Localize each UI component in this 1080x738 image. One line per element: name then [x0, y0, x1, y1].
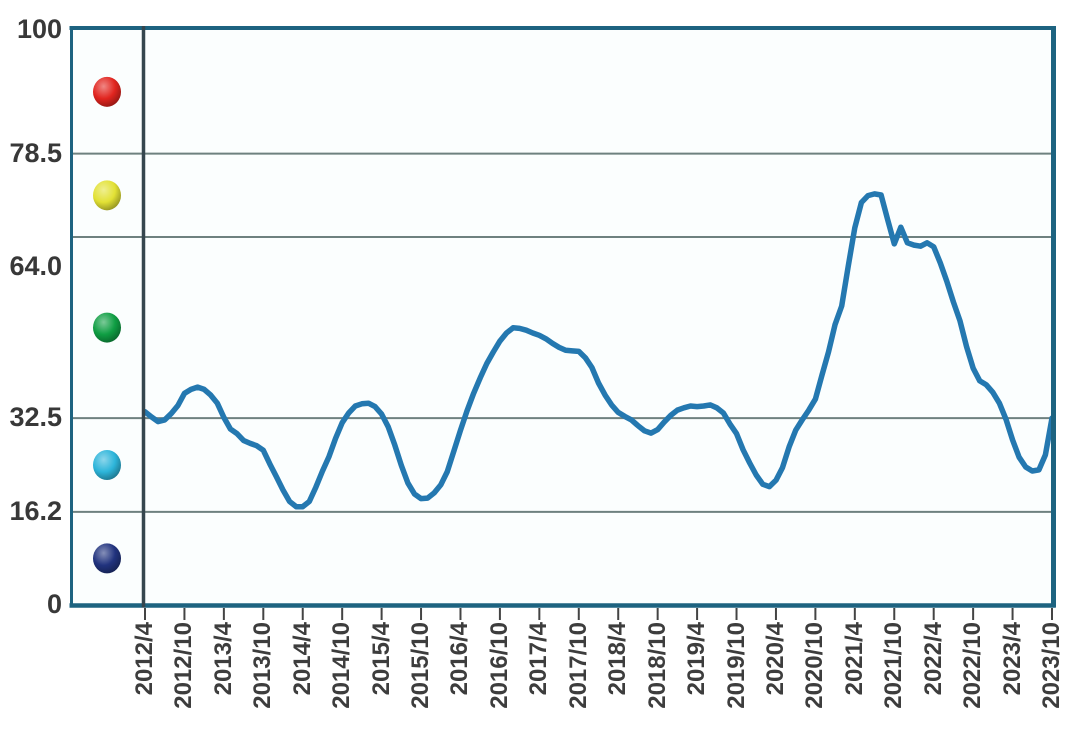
- zone-yellow-ball: [93, 180, 121, 211]
- y-tick-label: 78.5: [9, 137, 62, 168]
- x-tick-label: 2018/10: [643, 622, 671, 709]
- data-series-line: [142, 191, 1055, 510]
- zone-indicator-balls: [93, 76, 121, 574]
- x-tick-label: 2017/4: [525, 622, 553, 696]
- y-tick-label: 16.2: [9, 495, 62, 526]
- y-tick-label: 64.0: [9, 250, 62, 281]
- x-tick-label: 2023/10: [1038, 622, 1065, 709]
- zone-blue-ball: [93, 543, 121, 574]
- x-tick-label: 2013/10: [249, 622, 277, 709]
- x-tick-label: 2023/4: [998, 622, 1026, 696]
- zone-red-ball: [93, 76, 121, 107]
- x-tick-label: 2022/4: [919, 622, 947, 696]
- series-index-line: [142, 191, 1055, 510]
- x-tick-label: 2018/4: [604, 622, 632, 696]
- chart-frame: [69, 26, 1056, 608]
- x-axis-ticks: [144, 608, 1053, 620]
- x-tick-label: 2022/10: [959, 622, 987, 709]
- x-tick-label: 2021/10: [880, 622, 908, 709]
- y-tick-label: 32.5: [9, 402, 62, 433]
- x-tick-label: 2020/10: [801, 622, 829, 709]
- x-tick-label: 2014/10: [328, 622, 356, 709]
- x-tick-label: 2013/4: [209, 622, 237, 696]
- zone-cyan-ball: [93, 449, 121, 480]
- x-tick-label: 2017/10: [564, 622, 592, 709]
- x-tick-label: 2016/4: [446, 622, 474, 696]
- x-tick-label: 2014/4: [288, 622, 316, 696]
- x-tick-label: 2016/10: [485, 622, 513, 709]
- y-tick-label: 0: [46, 588, 62, 619]
- x-tick-label: 2021/4: [840, 622, 868, 696]
- x-tick-label: 2015/4: [367, 622, 395, 696]
- x-tick-label: 2015/10: [407, 622, 435, 709]
- x-tick-label: 2012/4: [131, 622, 158, 696]
- x-tick-label: 2020/4: [761, 622, 789, 696]
- gridlines: [71, 152, 1054, 513]
- plot-area: [71, 28, 1054, 606]
- zone-green-ball: [93, 312, 121, 343]
- x-tick-label: 2019/4: [683, 622, 711, 696]
- x-tick-label: 2012/10: [170, 622, 198, 709]
- x-tick-label: 2019/10: [722, 622, 750, 709]
- plot-background: [71, 28, 1054, 606]
- y-tick-label: 100: [16, 13, 62, 44]
